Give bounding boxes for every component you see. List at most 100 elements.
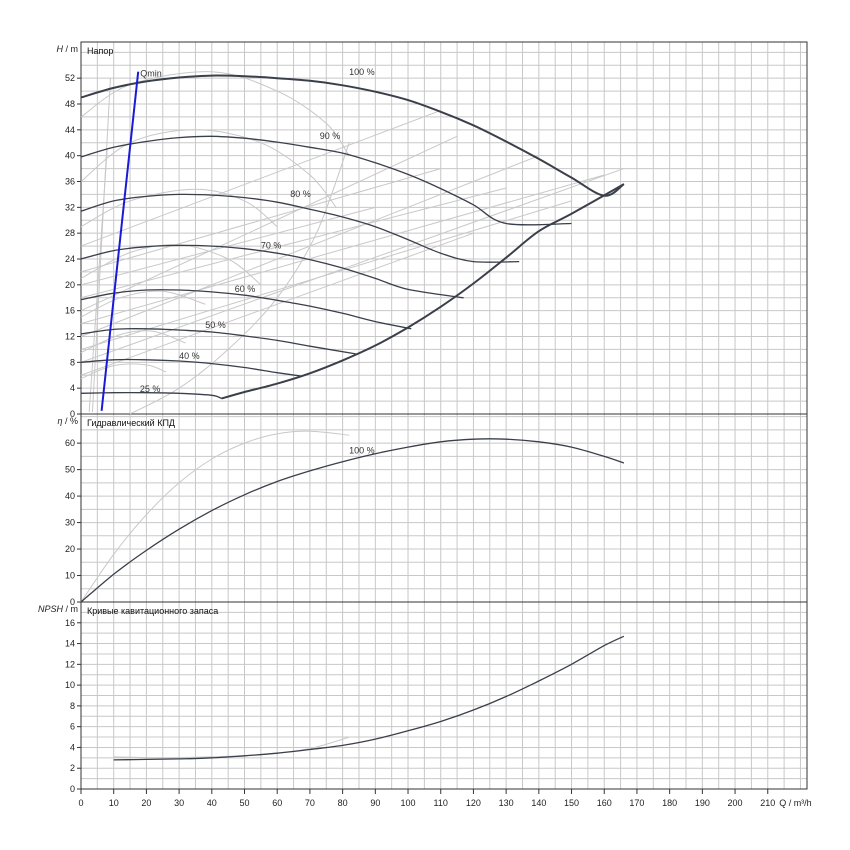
x-tick-label: 130 xyxy=(499,798,514,808)
y-tick-label: 16 xyxy=(65,618,75,628)
x-tick-label: 120 xyxy=(466,798,481,808)
y-axis-unit: / % xyxy=(62,416,78,426)
y-tick-label: 44 xyxy=(65,125,75,135)
y-tick-label: 4 xyxy=(70,742,75,752)
y-tick-label: 28 xyxy=(65,228,75,238)
x-tick-label: 90 xyxy=(370,798,380,808)
aux-line xyxy=(80,168,441,273)
x-tick-label: 170 xyxy=(629,798,644,808)
panel-title: Гидравлический КПД xyxy=(87,418,175,428)
y-tick-label: 12 xyxy=(65,332,75,342)
x-tick-label: 150 xyxy=(564,798,579,808)
aux-curve xyxy=(80,244,262,286)
y-tick-label: 10 xyxy=(65,571,75,581)
y-axis-symbol: H xyxy=(57,44,64,54)
x-tick-label: 160 xyxy=(597,798,612,808)
chart-text: 0 10 20 30 40 50 60 70 80 90 100 110 120 130 140 150 160… xyxy=(38,44,812,808)
panel-frame xyxy=(80,413,808,603)
performance-curves xyxy=(80,71,625,761)
x-tick-label: 80 xyxy=(338,798,348,808)
aux-line xyxy=(80,206,376,286)
series-line xyxy=(80,391,222,400)
y-axis-label: η / % xyxy=(57,416,78,426)
y-tick-label: 12 xyxy=(65,659,75,669)
y-tick-label: 16 xyxy=(65,306,75,316)
x-tick-label: 210 xyxy=(760,798,775,808)
aux-line xyxy=(88,149,108,413)
series-line xyxy=(80,328,356,355)
series-label: 50 % xyxy=(205,320,226,330)
x-tick-label: 110 xyxy=(434,798,448,808)
aux-line xyxy=(80,109,441,247)
y-axis-label: H / m xyxy=(57,44,79,54)
y-axis-unit: / m xyxy=(63,604,78,614)
series-label: 70 % xyxy=(261,241,282,251)
y-tick-label: 32 xyxy=(65,202,75,212)
y-tick-label: 14 xyxy=(65,639,75,649)
y-tick-label: 50 xyxy=(65,465,75,475)
y-tick-label: 20 xyxy=(65,544,75,554)
y-tick-label: 6 xyxy=(70,722,75,732)
series-label: 100 % xyxy=(349,446,375,456)
aux-line xyxy=(80,200,572,350)
series-label: 60 % xyxy=(235,284,256,294)
x-tick-label: 180 xyxy=(662,798,677,808)
y-axis-label: NPSH / m xyxy=(38,604,78,614)
x-tick-label: 140 xyxy=(531,798,546,808)
series-label: 25 % xyxy=(140,384,161,394)
x-tick-label: 20 xyxy=(141,798,151,808)
grid-layer xyxy=(77,41,808,794)
series-label: 90 % xyxy=(320,131,341,141)
series-line xyxy=(80,438,625,603)
y-tick-label: 40 xyxy=(65,491,75,501)
qmin-label: Qmin xyxy=(140,69,162,79)
series-line xyxy=(221,183,625,400)
y-tick-label: 0 xyxy=(70,784,75,794)
series-label: 100 % xyxy=(349,67,375,77)
panel-title: Кривые кавитационного запаса xyxy=(87,606,218,616)
series-label: 40 % xyxy=(179,351,200,361)
y-tick-label: 4 xyxy=(70,383,75,393)
y-tick-label: 48 xyxy=(65,99,75,109)
aux-line xyxy=(80,187,507,299)
x-axis-label: Q / m³/h xyxy=(779,798,812,808)
aux-line xyxy=(91,78,111,413)
panel-title: Напор xyxy=(87,46,113,56)
y-tick-label: 8 xyxy=(70,701,75,711)
aux-curve xyxy=(80,430,350,603)
x-tick-label: 190 xyxy=(695,798,710,808)
x-tick-label: 60 xyxy=(272,798,282,808)
series-line xyxy=(113,635,625,761)
y-tick-label: 36 xyxy=(65,177,75,187)
y-tick-label: 20 xyxy=(65,280,75,290)
y-tick-label: 60 xyxy=(65,438,75,448)
y-axis-symbol: η xyxy=(57,416,62,426)
series-label: 80 % xyxy=(290,189,311,199)
series-line xyxy=(80,135,572,226)
y-tick-label: 40 xyxy=(65,151,75,161)
series-line xyxy=(80,193,520,263)
aux-curve xyxy=(80,363,167,379)
aux-curve xyxy=(80,330,186,354)
y-axis-unit: / m xyxy=(63,44,78,54)
y-tick-label: 0 xyxy=(70,409,75,419)
y-tick-label: 52 xyxy=(65,73,75,83)
qmin-line xyxy=(100,71,140,411)
x-tick-label: 10 xyxy=(109,798,119,808)
series-line xyxy=(80,244,464,299)
aux-curve xyxy=(129,142,350,415)
series-line xyxy=(80,289,412,330)
x-tick-label: 100 xyxy=(401,798,416,808)
y-tick-label: 30 xyxy=(65,518,75,528)
x-tick-label: 70 xyxy=(305,798,315,808)
aux-line xyxy=(80,174,605,325)
x-tick-label: 0 xyxy=(78,798,83,808)
series-line xyxy=(80,74,625,197)
y-tick-label: 2 xyxy=(70,763,75,773)
auxiliary-curves xyxy=(80,71,625,759)
x-tick-label: 40 xyxy=(207,798,217,808)
y-tick-label: 24 xyxy=(65,254,75,264)
aux-curve xyxy=(80,188,278,228)
y-tick-label: 0 xyxy=(70,597,75,607)
